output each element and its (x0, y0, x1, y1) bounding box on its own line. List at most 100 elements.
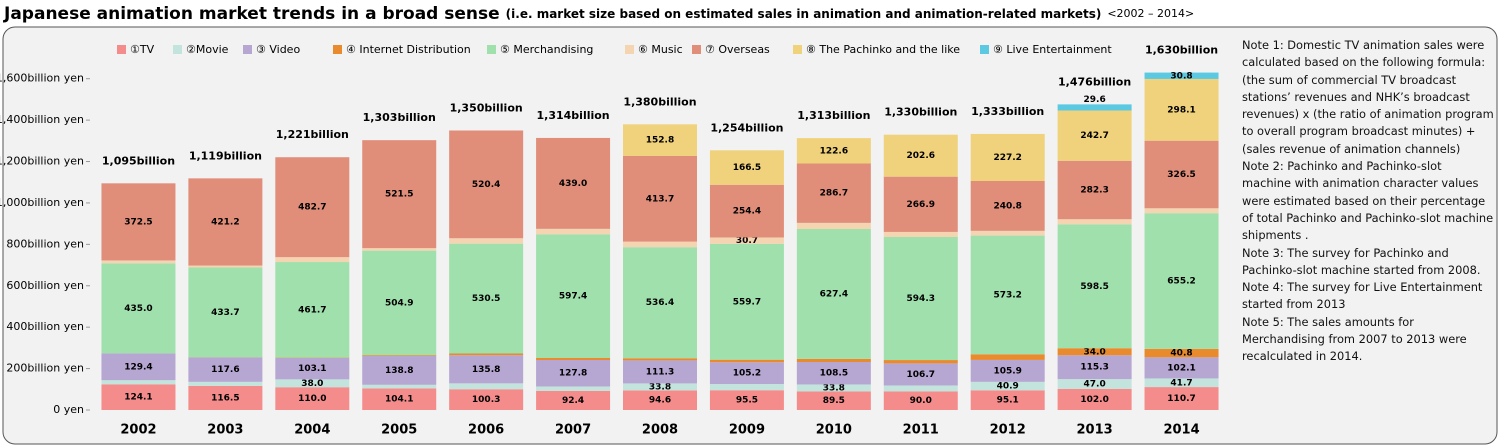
value-label: 47.0 (1084, 380, 1106, 390)
bar-segment (1057, 110, 1132, 161)
value-label: 266.9 (907, 200, 935, 210)
y-tick-label: 1,400billion yen (0, 113, 84, 126)
bar-segment (883, 134, 958, 177)
value-label: 435.0 (124, 304, 152, 314)
bar-segment (883, 391, 958, 410)
bar-segment (970, 381, 1045, 391)
bar-segment (101, 183, 176, 261)
value-label: 38.0 (301, 379, 323, 389)
bar-segment (1144, 72, 1219, 79)
note: Note 3: The survey for Pachinko and Pach… (1242, 245, 1481, 277)
value-label: 521.5 (385, 190, 413, 200)
total-label: 1,630billion (1145, 43, 1218, 56)
bar-segment (623, 358, 697, 361)
bar-segment (623, 155, 697, 242)
legend-swatch (980, 45, 989, 54)
bar-segment (101, 260, 176, 264)
bar-segment (970, 354, 1045, 360)
bar-segment (1144, 208, 1219, 214)
bar-segment (449, 238, 524, 244)
bar-segment (536, 390, 611, 410)
legend-label: ①TV (130, 43, 155, 56)
bar-segment (362, 356, 437, 385)
bar-segment (188, 357, 263, 382)
value-label: 40.9 (997, 382, 1019, 392)
bar-segment (536, 137, 611, 229)
bar-segment (362, 355, 437, 357)
bar-segment (188, 385, 263, 410)
bar-segment (188, 267, 263, 358)
bar-segment (536, 228, 611, 235)
x-tick-label: 2009 (729, 423, 765, 438)
legend-label: ⑨ Live Entertainment (993, 43, 1112, 56)
value-label: 92.4 (562, 396, 584, 406)
subtitle: (i.e. market size based on estimated sal… (506, 7, 1102, 21)
bar-segment (101, 353, 176, 381)
bar-segment (796, 362, 871, 385)
bar-segment (1144, 78, 1219, 141)
legend-swatch (625, 45, 634, 54)
total-label: 1,350billion (450, 101, 523, 114)
y-tick-label: 200billion yen (6, 362, 84, 375)
note: Note 1: Domestic TV animation sales were… (1242, 38, 1494, 156)
bar-segment (623, 124, 697, 156)
bar-segment (796, 391, 871, 410)
bar-segment (1057, 219, 1132, 225)
value-label: 89.5 (823, 396, 845, 406)
bar-segment (623, 360, 697, 384)
value-label: 504.9 (385, 298, 413, 308)
x-tick-label: 2002 (120, 423, 156, 438)
bar-segment (1057, 348, 1132, 356)
bar-segment (536, 360, 611, 387)
legend-swatch (173, 45, 182, 54)
x-tick-label: 2005 (381, 423, 417, 438)
total-label: 1,119billion (189, 149, 262, 162)
value-label: 461.7 (298, 305, 326, 315)
bar-segment (796, 138, 871, 164)
bar-segment (709, 384, 784, 391)
value-label: 240.8 (993, 201, 1021, 211)
value-label: 105.2 (733, 369, 761, 379)
bar-segment (709, 359, 784, 363)
bar-segment (362, 384, 437, 389)
total-label: 1,313billion (797, 109, 870, 122)
legend-label: ②Movie (186, 43, 229, 56)
value-label: 433.7 (211, 308, 239, 318)
value-label: 110.7 (1167, 394, 1195, 404)
x-tick-label: 2013 (1077, 423, 1113, 438)
value-label: 30.7 (736, 236, 758, 246)
value-label: 105.9 (993, 366, 1021, 376)
chart-title: Japanese animation market trends in a br… (3, 4, 1194, 24)
value-label: 227.2 (993, 153, 1021, 163)
value-label: 573.2 (993, 290, 1021, 300)
y-tick-label: 800billion yen (6, 237, 84, 250)
bar-segment (883, 385, 958, 392)
total-label: 1,476billion (1058, 75, 1131, 88)
value-label: 41.7 (1170, 378, 1192, 388)
legend-swatch (793, 45, 802, 54)
bar-segment (1057, 388, 1132, 410)
bar-segment (275, 379, 350, 388)
bar-segment (623, 241, 697, 248)
bar-segment (883, 360, 958, 364)
bar-segment (883, 363, 958, 386)
bar-segment (449, 353, 524, 356)
bar-segment (970, 359, 1045, 382)
value-label: 559.7 (733, 297, 761, 307)
value-label: 439.0 (559, 179, 587, 189)
bar-segment (449, 389, 524, 410)
x-tick-label: 2007 (555, 423, 591, 438)
value-label: 627.4 (820, 289, 848, 299)
bar-segment (883, 231, 958, 238)
bar-segment (623, 247, 697, 359)
value-label: 129.4 (124, 362, 152, 372)
x-tick-label: 2011 (903, 423, 939, 438)
bar-segment (1057, 224, 1132, 349)
bar-segment (275, 157, 350, 258)
legend-swatch (333, 45, 342, 54)
value-label: 202.6 (907, 151, 935, 161)
bar-segment (970, 180, 1045, 231)
bar-segment (709, 237, 784, 244)
bar-segment (536, 357, 611, 361)
